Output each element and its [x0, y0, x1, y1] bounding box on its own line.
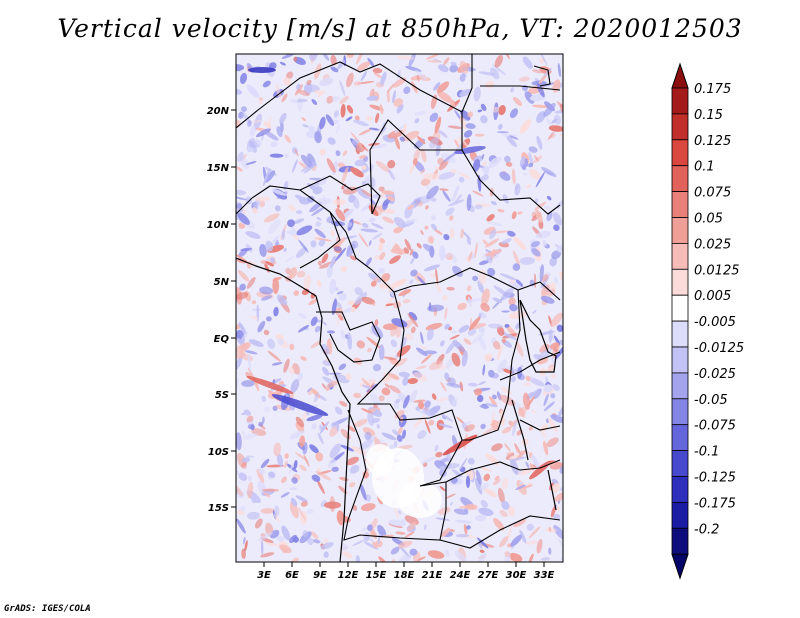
- colorbar-label: -0.05: [694, 393, 728, 408]
- lat-label: EQ: [214, 334, 230, 345]
- colorbar-label: 0.075: [694, 186, 731, 201]
- colorbar-swatch: [671, 113, 689, 141]
- border-northeast: [480, 65, 561, 91]
- colorbar-label: -0.1: [694, 445, 719, 460]
- coastlines: [236, 257, 557, 562]
- border-angola: [343, 409, 447, 541]
- colorbar-label: -0.005: [694, 315, 736, 330]
- border-car: [329, 211, 561, 301]
- lat-label: 15S: [208, 503, 229, 514]
- colorbar: 0.175 0.15 0.125 0.1 0.075 0.05 0.025 0.0125 0.0…: [671, 62, 744, 580]
- colorbar-label: -0.025: [694, 367, 736, 382]
- border-chad: [369, 112, 463, 215]
- colorbar-label: 0.1: [694, 160, 715, 175]
- border-zimbabwe: [439, 515, 561, 549]
- colorbar-bottom-arrow: [671, 553, 689, 580]
- colorbar-swatch: [671, 527, 689, 555]
- lake-tanganyika: [511, 399, 529, 461]
- colorbar-top-arrow: [671, 62, 689, 89]
- colorbar-swatch: [671, 294, 689, 322]
- border-sudan: [461, 149, 561, 215]
- colorbar-label: 0.0125: [694, 263, 740, 278]
- velocity-blobs: [236, 54, 563, 562]
- colorbar-swatch: [671, 217, 689, 244]
- lon-label: 21E: [422, 570, 443, 581]
- border-zambia: [445, 459, 561, 483]
- colorbar-swatch: [671, 346, 689, 374]
- border-kenya: [499, 351, 561, 381]
- country-borders: [236, 54, 561, 549]
- colorbar-swatch: [671, 476, 689, 503]
- colorbar-label: 0.15: [694, 108, 723, 123]
- lake-victoria: [519, 299, 557, 373]
- colorbar-label: -0.075: [694, 419, 736, 434]
- colorbar-swatch: [671, 320, 689, 348]
- border-drc: [356, 291, 463, 487]
- colorbar-swatch: [671, 191, 689, 218]
- lat-label: 5S: [215, 390, 229, 401]
- colorbar-swatch: [671, 165, 689, 192]
- colorbar-label: -0.125: [694, 471, 736, 486]
- lon-label: 9E: [313, 570, 327, 581]
- border-tanzania: [519, 419, 561, 431]
- colorbar-swatch: [671, 372, 689, 400]
- colorbar-swatch: [671, 424, 689, 452]
- lake-malawi: [547, 469, 557, 511]
- colorbar-swatch: [671, 139, 689, 167]
- colorbar-label: 0.05: [694, 212, 723, 227]
- lat-label: 10N: [207, 220, 230, 231]
- colorbar-swatch: [671, 501, 689, 529]
- colorbar-swatch: [671, 87, 689, 115]
- lon-label: 24E: [450, 570, 471, 581]
- border-east-drc: [462, 289, 521, 441]
- lon-label: 30E: [506, 570, 527, 581]
- border-niger: [299, 175, 381, 215]
- colorbar-swatch: [671, 450, 689, 477]
- colorbar-label: -0.2: [694, 522, 719, 537]
- colorbar-label: -0.175: [694, 496, 736, 511]
- coastline-west: [236, 257, 351, 562]
- colorbar-label: -0.0125: [694, 341, 744, 356]
- lon-label: 27E: [478, 570, 499, 581]
- latitude-axis: 20N 15N 10N 5N EQ 5S 10S 15S: [207, 106, 236, 514]
- colorbar-label: 0.125: [694, 134, 731, 149]
- colorbar-swatch: [671, 398, 689, 426]
- lon-label: 18E: [394, 570, 415, 581]
- velocity-field: [236, 54, 563, 562]
- lat-label: 5N: [214, 277, 230, 288]
- lat-label: 10S: [208, 447, 229, 458]
- border-gabon: [316, 311, 381, 363]
- border-north: [236, 54, 473, 129]
- colorbar-swatch: [671, 268, 689, 296]
- colorbar-label: 0.005: [694, 289, 731, 304]
- colorbar-label: 0.175: [694, 82, 731, 97]
- lat-label: 20N: [207, 106, 230, 117]
- lon-label: 15E: [366, 570, 387, 581]
- map-title: Vertical velocity [m/s] at 850hPa, VT: 2…: [57, 14, 743, 43]
- longitude-axis: 3E 6E 9E 12E 15E 18E 21E 24E 27E 30E 33E: [257, 562, 555, 581]
- lon-label: 12E: [338, 570, 359, 581]
- lon-label: 6E: [285, 570, 299, 581]
- map-frame: [235, 53, 564, 563]
- lon-label: 3E: [257, 570, 271, 581]
- lon-label: 33E: [534, 570, 555, 581]
- border-west-africa: [236, 185, 341, 269]
- colorbar-label: 0.025: [694, 237, 731, 252]
- colorbar-swatch: [671, 242, 689, 270]
- grads-credit: GrADS: IGES/COLA: [4, 604, 91, 614]
- lat-label: 15N: [207, 163, 230, 174]
